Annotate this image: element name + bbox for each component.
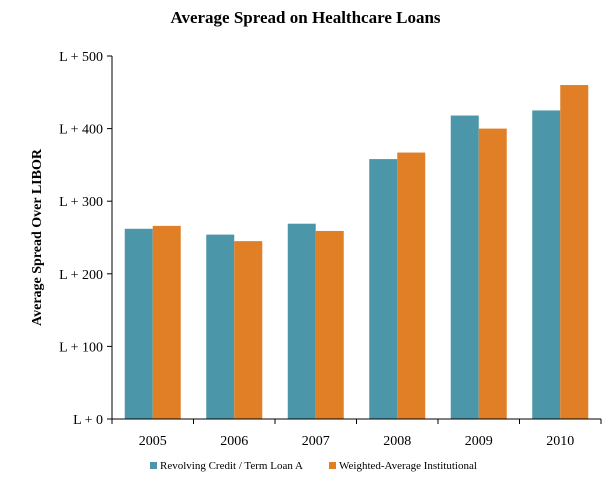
bar-weighted-average-2005 [152,225,181,419]
bar-revolving-credit-2008 [369,159,398,420]
y-tick-label: L + 300 [59,195,103,210]
x-tick-label: 2009 [465,434,493,449]
x-tick-label: 2008 [383,434,411,449]
bar-weighted-average-2006 [234,241,263,419]
y-ticks-group: L + 0 L + 100 L + 200 L + 300 L + 400 L + 500 [59,50,112,428]
y-tick-label: L + 100 [59,340,103,355]
axes-group [111,56,601,420]
y-tick-label: L + 400 [59,123,103,138]
y-axis-title: Average Spread Over LIBOR [30,148,45,326]
x-tick-label: 2007 [302,434,330,449]
bar-revolving-credit-2010 [532,110,561,419]
y-tick-label: L + 500 [59,50,103,65]
chart-title: Average Spread on Healthcare Loans [170,8,441,27]
legend-swatch [150,462,157,469]
y-tick-label: L + 0 [73,413,103,428]
bar-revolving-credit-2006 [206,234,235,419]
legend-label: Revolving Credit / Term Loan A [160,460,303,472]
bar-weighted-average-2007 [315,230,344,419]
bar-revolving-credit-2009 [450,115,479,420]
bar-weighted-average-2010 [560,85,589,419]
bar-weighted-average-2008 [397,152,426,420]
legend-swatch [329,462,336,469]
y-tick-label: L + 200 [59,268,103,283]
bar-revolving-credit-2005 [124,228,153,419]
x-tick-label: 2005 [139,434,167,449]
bar-weighted-average-2009 [478,128,507,419]
x-tick-label: 2006 [220,434,248,449]
x-tick-label: 2010 [546,434,574,449]
bars-group [124,85,589,420]
legend: Revolving Credit / Term Loan A Weighted-A… [150,460,477,472]
legend-label: Weighted-Average Institutional [339,460,477,472]
bar-revolving-credit-2007 [287,223,316,419]
x-ticks-group: 2005 2006 2007 2008 2009 2010 [111,419,602,449]
